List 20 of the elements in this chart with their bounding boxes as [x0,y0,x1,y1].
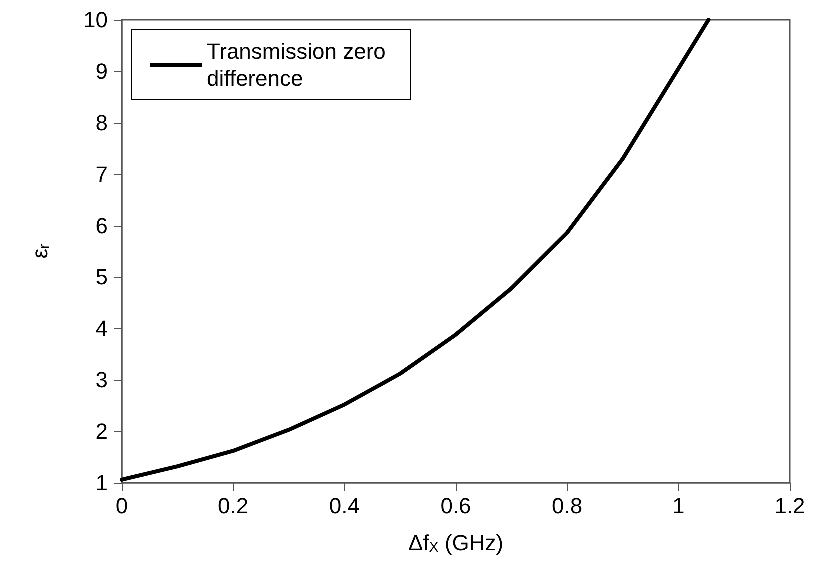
y-tick-label: 4 [96,316,108,342]
y-axis-title: εr [28,244,53,259]
x-axis-title: ΔfX (GHz) [408,530,504,556]
y-tick-label: 2 [96,419,108,444]
x-tick-label: 0.8 [552,494,583,518]
y-tick-label: 9 [96,58,108,84]
y-tick-label: 6 [96,213,108,238]
y-tick-label: 5 [96,264,108,290]
legend-label: Transmission zero difference [207,39,392,91]
y-tick-label: 7 [96,162,108,187]
y-tick-label: 3 [96,368,108,393]
x-tick-label: 1.2 [774,494,806,518]
x-tick-label: 0 [116,494,128,518]
y-tick-label: 1 [96,470,108,496]
x-tick-label: 0.6 [440,494,472,518]
y-tick-label: 10 [84,8,108,32]
x-tick-label: 0.4 [329,494,360,518]
x-tick-label: 1 [672,494,685,518]
y-tick-label: 8 [96,110,108,136]
x-tick-label: 0.2 [218,494,249,518]
